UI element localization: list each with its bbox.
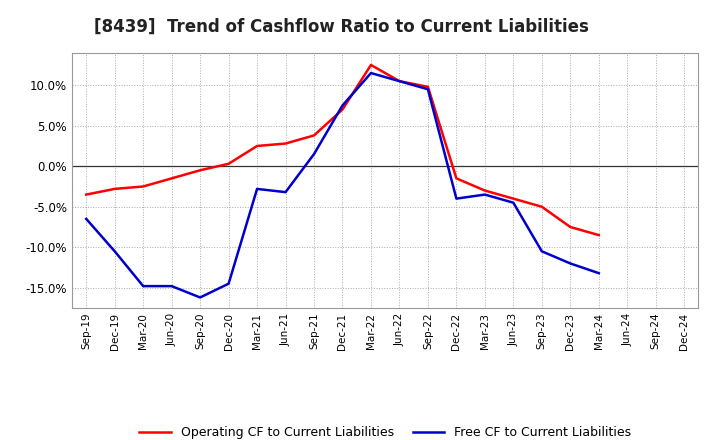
Operating CF to Current Liabilities <box>225 161 233 166</box>
Free CF to Current Liabilities <box>253 186 261 191</box>
Free CF to Current Liabilities <box>167 283 176 289</box>
Operating CF to Current Liabilities <box>509 196 518 201</box>
Free CF to Current Liabilities <box>196 295 204 300</box>
Operating CF to Current Liabilities <box>139 184 148 189</box>
Free CF to Current Liabilities <box>139 283 148 289</box>
Operating CF to Current Liabilities <box>196 168 204 173</box>
Operating CF to Current Liabilities <box>253 143 261 149</box>
Operating CF to Current Liabilities <box>82 192 91 197</box>
Operating CF to Current Liabilities <box>480 188 489 193</box>
Line: Operating CF to Current Liabilities: Operating CF to Current Liabilities <box>86 65 599 235</box>
Free CF to Current Liabilities <box>595 271 603 276</box>
Free CF to Current Liabilities <box>423 87 432 92</box>
Free CF to Current Liabilities <box>338 103 347 108</box>
Free CF to Current Liabilities <box>82 216 91 221</box>
Operating CF to Current Liabilities <box>537 204 546 209</box>
Free CF to Current Liabilities <box>537 249 546 254</box>
Line: Free CF to Current Liabilities: Free CF to Current Liabilities <box>86 73 599 297</box>
Free CF to Current Liabilities <box>110 249 119 254</box>
Legend: Operating CF to Current Liabilities, Free CF to Current Liabilities: Operating CF to Current Liabilities, Fre… <box>135 422 636 440</box>
Operating CF to Current Liabilities <box>310 133 318 138</box>
Free CF to Current Liabilities <box>480 192 489 197</box>
Operating CF to Current Liabilities <box>423 84 432 89</box>
Operating CF to Current Liabilities <box>282 141 290 146</box>
Free CF to Current Liabilities <box>452 196 461 201</box>
Free CF to Current Liabilities <box>566 261 575 266</box>
Operating CF to Current Liabilities <box>452 176 461 181</box>
Operating CF to Current Liabilities <box>338 107 347 112</box>
Free CF to Current Liabilities <box>509 200 518 205</box>
Free CF to Current Liabilities <box>225 281 233 286</box>
Free CF to Current Liabilities <box>282 190 290 195</box>
Operating CF to Current Liabilities <box>595 232 603 238</box>
Free CF to Current Liabilities <box>310 151 318 157</box>
Operating CF to Current Liabilities <box>366 62 375 68</box>
Text: [8439]  Trend of Cashflow Ratio to Current Liabilities: [8439] Trend of Cashflow Ratio to Curren… <box>94 18 588 36</box>
Operating CF to Current Liabilities <box>110 186 119 191</box>
Free CF to Current Liabilities <box>395 78 404 84</box>
Operating CF to Current Liabilities <box>395 78 404 84</box>
Operating CF to Current Liabilities <box>167 176 176 181</box>
Free CF to Current Liabilities <box>366 70 375 76</box>
Operating CF to Current Liabilities <box>566 224 575 230</box>
